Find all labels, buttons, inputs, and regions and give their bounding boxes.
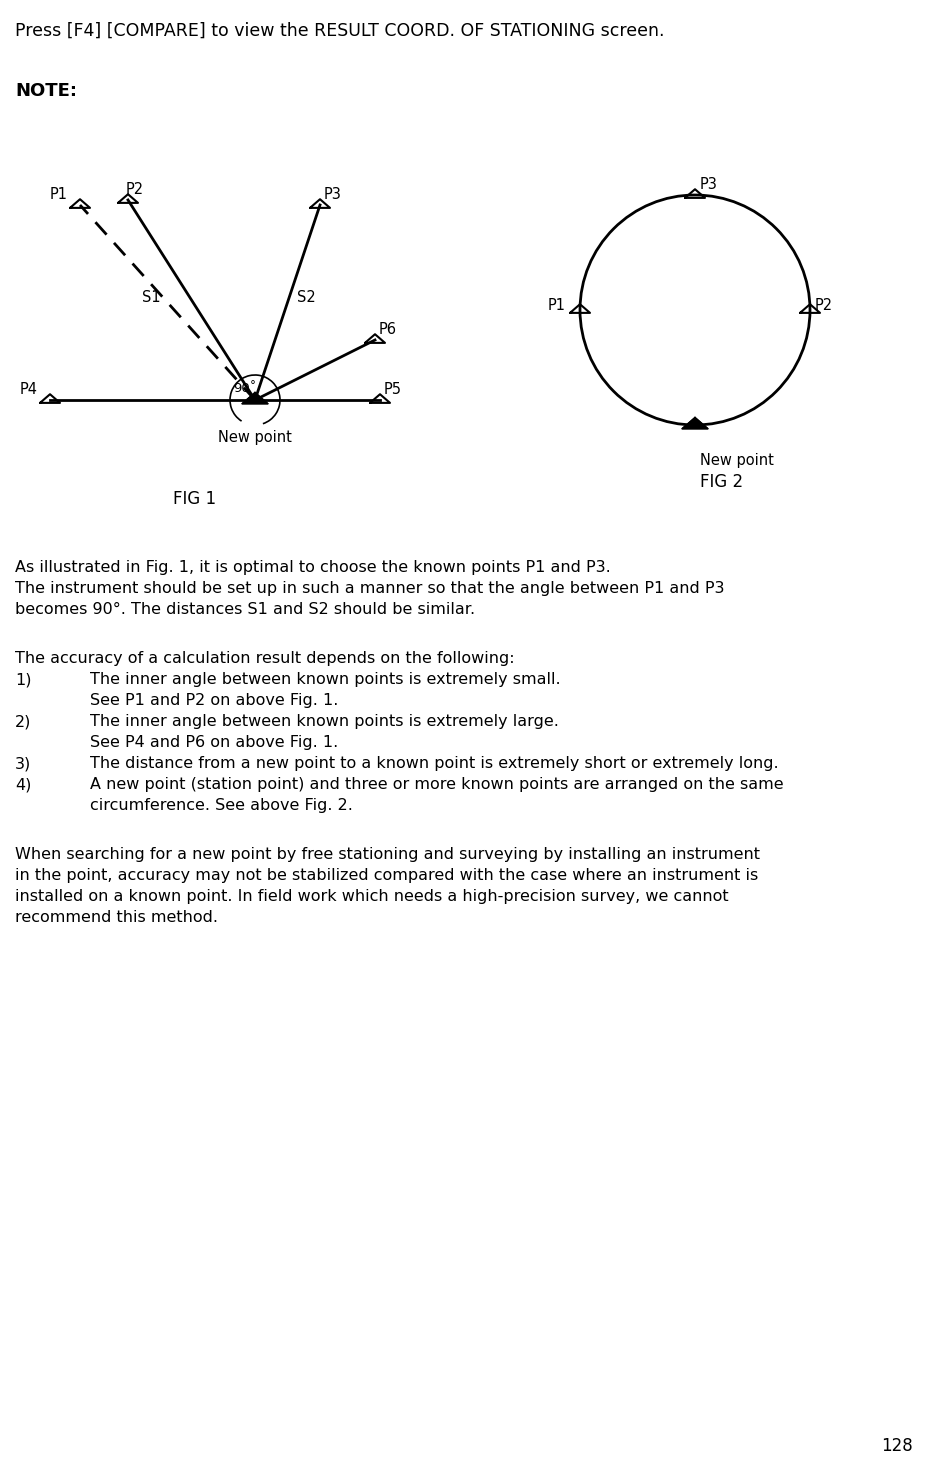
Text: P5: P5 [384, 382, 401, 397]
Text: 4): 4) [15, 777, 32, 792]
Text: The distance from a new point to a known point is extremely short or extremely l: The distance from a new point to a known… [90, 756, 778, 771]
Text: P1: P1 [548, 298, 565, 312]
Polygon shape [681, 417, 707, 429]
Text: becomes 90°. The distances S1 and S2 should be similar.: becomes 90°. The distances S1 and S2 sho… [15, 601, 475, 618]
Text: NOTE:: NOTE: [15, 83, 77, 100]
Polygon shape [242, 392, 268, 404]
Text: P4: P4 [20, 382, 38, 397]
Text: 1): 1) [15, 672, 32, 687]
Text: recommend this method.: recommend this method. [15, 909, 218, 926]
Text: As illustrated in Fig. 1, it is optimal to choose the known points P1 and P3.: As illustrated in Fig. 1, it is optimal … [15, 560, 610, 575]
Text: 128: 128 [881, 1437, 912, 1455]
Text: 90˚: 90˚ [233, 382, 256, 395]
Text: S2: S2 [298, 290, 316, 305]
Text: The instrument should be set up in such a manner so that the angle between P1 an: The instrument should be set up in such … [15, 581, 724, 595]
Text: FIG 2: FIG 2 [699, 473, 743, 491]
Text: P3: P3 [699, 177, 717, 192]
Text: The inner angle between known points is extremely small.: The inner angle between known points is … [90, 672, 560, 687]
Text: P3: P3 [324, 187, 341, 202]
Text: Press [F4] [COMPARE] to view the RESULT COORD. OF STATIONING screen.: Press [F4] [COMPARE] to view the RESULT … [15, 22, 664, 40]
Text: 2): 2) [15, 713, 32, 730]
Text: P6: P6 [378, 321, 397, 338]
Text: P2: P2 [814, 298, 832, 312]
Text: When searching for a new point by free stationing and surveying by installing an: When searching for a new point by free s… [15, 848, 759, 862]
Text: The accuracy of a calculation result depends on the following:: The accuracy of a calculation result dep… [15, 652, 514, 666]
Text: 3): 3) [15, 756, 32, 771]
Text: circumference. See above Fig. 2.: circumference. See above Fig. 2. [90, 797, 352, 814]
Text: in the point, accuracy may not be stabilized compared with the case where an ins: in the point, accuracy may not be stabil… [15, 868, 757, 883]
Text: P2: P2 [126, 181, 144, 198]
Text: S1: S1 [143, 290, 161, 305]
Text: P1: P1 [50, 187, 68, 202]
Text: FIG 1: FIG 1 [173, 489, 216, 509]
Text: New point: New point [699, 453, 773, 469]
Text: See P4 and P6 on above Fig. 1.: See P4 and P6 on above Fig. 1. [90, 736, 337, 750]
Text: installed on a known point. In field work which needs a high-precision survey, w: installed on a known point. In field wor… [15, 889, 728, 904]
Text: New point: New point [218, 430, 292, 445]
Text: The inner angle between known points is extremely large.: The inner angle between known points is … [90, 713, 558, 730]
Text: A new point (station point) and three or more known points are arranged on the s: A new point (station point) and three or… [90, 777, 782, 792]
Text: See P1 and P2 on above Fig. 1.: See P1 and P2 on above Fig. 1. [90, 693, 338, 708]
